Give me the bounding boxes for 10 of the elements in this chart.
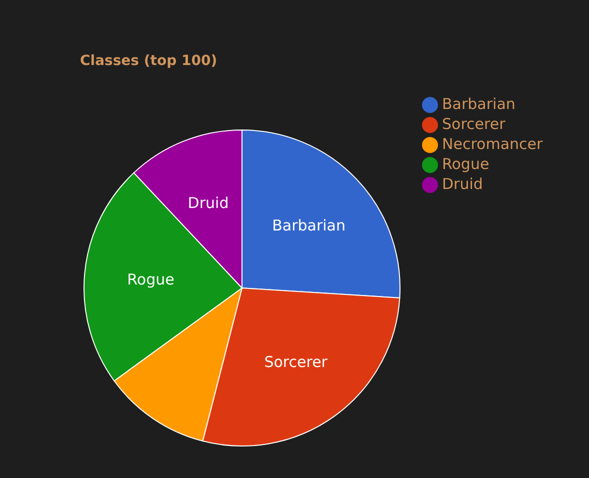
legend-label: Sorcerer [442,115,506,133]
legend-label: Rogue [442,155,490,173]
chart-title: Classes (top 100) [80,53,218,69]
slice-label: Barbarian [272,216,346,234]
slice-label: Sorcerer [264,353,328,372]
slice-label: Rogue [127,270,174,288]
legend-label: Druid [442,175,483,193]
legend-label: Barbarian [442,95,516,113]
legend-label: Necromancer [442,135,543,153]
slice-label: Druid [188,194,229,212]
